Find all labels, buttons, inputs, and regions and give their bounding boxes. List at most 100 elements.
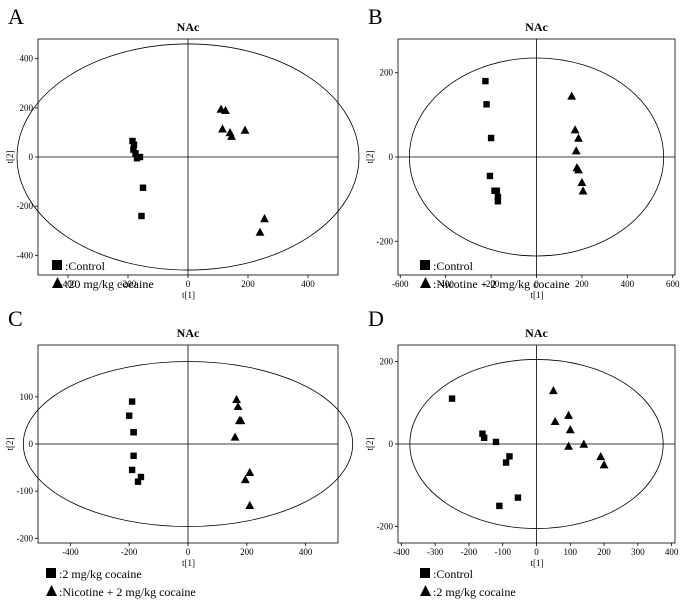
y-tick-label: -200 xyxy=(377,236,394,246)
legend-entry: :Nicotine + 2 mg/kg cocaine xyxy=(420,277,570,291)
data-point-square xyxy=(139,184,147,191)
confidence-ellipse xyxy=(409,359,664,529)
y-tick-label: 0 xyxy=(389,152,394,162)
data-point-triangle xyxy=(235,416,244,425)
data-point-square xyxy=(482,77,489,85)
data-point-square xyxy=(506,453,513,460)
x-tick-label: -200 xyxy=(483,279,500,289)
data-point-triangle xyxy=(232,394,241,403)
data-point-square xyxy=(137,473,145,481)
data-point-square xyxy=(136,153,144,161)
data-point-square xyxy=(138,212,145,220)
data-point-triangle xyxy=(240,474,250,484)
legend-entry: :Nicotine + 2 mg/kg cocaine xyxy=(46,585,196,599)
data-point-triangle xyxy=(221,105,230,115)
x-axis-label: t[1] xyxy=(182,558,195,568)
data-point-square xyxy=(125,412,133,419)
data-point-square xyxy=(130,452,137,459)
legend-entry: :20 mg/kg cocaine xyxy=(52,277,154,291)
x-tick-label: 400 xyxy=(621,279,635,289)
x-tick-label: 0 xyxy=(534,547,539,557)
panel-b: B NAc -600 -400 -200 0 200 400 600 -200 0 200 t[1] t[… xyxy=(365,4,680,300)
data-point-square xyxy=(494,193,502,201)
legend-label: :2 mg/kg cocaine xyxy=(433,585,516,599)
legend-entry: :Control xyxy=(420,567,474,581)
data-point-square xyxy=(448,395,456,402)
data-point-square xyxy=(132,150,139,157)
panel-d: D NAc -400 -300 -200 -100 0 100 200 300 400 -200 0 20… xyxy=(365,306,679,599)
data-point-square xyxy=(128,466,136,474)
y-tick-label: 0 xyxy=(389,439,394,449)
series-triangles xyxy=(216,104,269,236)
data-point-triangle xyxy=(567,91,577,100)
x-tick-label: 300 xyxy=(631,547,645,557)
data-point-square xyxy=(130,429,137,436)
data-point-square xyxy=(134,478,142,485)
panel-letter: C xyxy=(8,306,23,331)
x-axis-label: t[1] xyxy=(531,558,544,568)
legend-triangle-icon xyxy=(52,277,63,288)
series-squares xyxy=(125,398,145,485)
data-point-triangle xyxy=(227,131,236,140)
legend-entry: :Control xyxy=(52,259,106,273)
y-tick-label: 0 xyxy=(29,152,34,162)
legend-square-icon xyxy=(46,568,56,578)
x-tick-label: 600 xyxy=(666,279,680,289)
legend-label: :Nicotine + 2 mg/kg cocaine xyxy=(433,277,570,291)
data-point-triangle xyxy=(564,441,573,450)
data-point-triangle xyxy=(245,467,255,477)
data-point-triangle xyxy=(255,227,265,236)
data-point-square xyxy=(502,459,510,466)
chart-title: NAc xyxy=(525,20,548,34)
y-axis-label: t[2] xyxy=(5,438,15,451)
y-tick-label: -200 xyxy=(377,522,394,532)
data-point-triangle xyxy=(596,451,606,461)
legend-square-icon xyxy=(420,260,430,270)
x-axis-label: t[1] xyxy=(531,290,544,300)
chart-title: NAc xyxy=(525,326,548,340)
x-tick-label: 200 xyxy=(241,279,255,289)
x-tick-label: 0 xyxy=(186,547,191,557)
x-tick-label: 100 xyxy=(564,547,578,557)
x-tick-label: 400 xyxy=(665,547,679,557)
y-tick-label: -200 xyxy=(17,201,34,211)
x-tick-label: 0 xyxy=(186,279,191,289)
chart-title: NAc xyxy=(177,20,200,34)
legend-triangle-icon xyxy=(46,585,57,596)
data-point-triangle xyxy=(574,133,583,142)
x-tick-label: -200 xyxy=(461,547,478,557)
data-point-triangle xyxy=(599,460,609,469)
chart-title: NAc xyxy=(177,326,200,340)
legend-triangle-icon xyxy=(420,585,431,596)
data-point-triangle xyxy=(260,214,269,223)
legend-label: :Control xyxy=(65,259,106,273)
y-tick-label: 200 xyxy=(380,68,394,78)
x-tick-label: -400 xyxy=(393,547,410,557)
data-point-square xyxy=(514,494,522,501)
x-tick-label: 200 xyxy=(575,279,589,289)
series-squares xyxy=(482,77,502,205)
series-triangles xyxy=(548,385,609,469)
data-point-square xyxy=(129,137,136,145)
y-tick-label: -400 xyxy=(17,250,34,260)
x-tick-label: 400 xyxy=(301,279,315,289)
legend-label: :Control xyxy=(433,259,474,273)
confidence-ellipse xyxy=(22,361,354,527)
data-point-triangle xyxy=(565,425,575,434)
x-tick-label: -200 xyxy=(120,279,137,289)
x-tick-label: 200 xyxy=(240,547,254,557)
y-tick-label: 100 xyxy=(20,392,34,402)
data-point-triangle xyxy=(571,146,581,155)
y-axis-label: t[2] xyxy=(365,151,375,164)
series-squares xyxy=(448,395,522,510)
x-tick-label: -400 xyxy=(437,279,454,289)
y-axis-label: t[2] xyxy=(365,438,375,451)
legend-entry: :2 mg/kg cocaine xyxy=(420,585,516,599)
x-tick-label: -600 xyxy=(392,279,409,289)
data-point-square xyxy=(487,134,495,142)
data-point-triangle xyxy=(579,439,589,448)
data-point-triangle xyxy=(550,416,560,426)
data-point-triangle xyxy=(578,186,588,195)
panel-letter: B xyxy=(368,4,383,29)
